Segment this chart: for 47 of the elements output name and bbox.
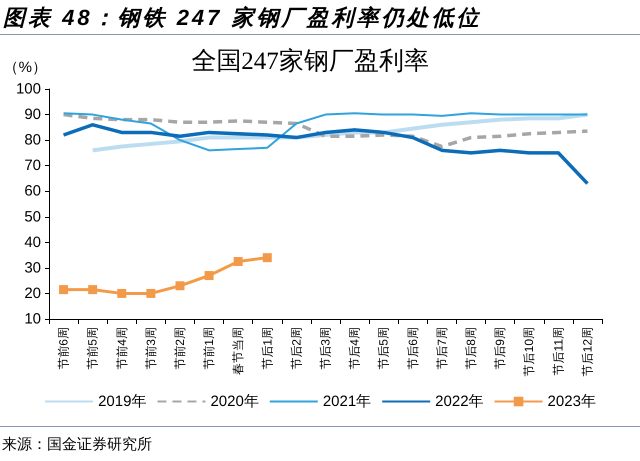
x-tick-label: 节后8周 bbox=[464, 327, 478, 370]
x-tick-label: 节后7周 bbox=[434, 327, 449, 370]
legend-label: 2022年 bbox=[435, 393, 484, 410]
x-tick-label: 节后1周 bbox=[260, 327, 274, 370]
y-axis-title: （%） bbox=[4, 59, 47, 76]
point bbox=[234, 257, 243, 266]
legend-label: 2023年 bbox=[548, 393, 596, 410]
point bbox=[117, 288, 126, 298]
y-tick-label: 80 bbox=[24, 132, 41, 149]
y-tick-label: 70 bbox=[24, 157, 41, 174]
x-tick-label: 春节当周 bbox=[231, 327, 246, 375]
chart-subtitle: 全国247家钢厂盈利率 bbox=[191, 47, 429, 75]
x-tick-label: 节后9周 bbox=[493, 327, 508, 370]
line-series bbox=[62, 123, 590, 186]
point bbox=[175, 281, 184, 290]
y-tick-label: 90 bbox=[24, 106, 41, 124]
x-tick-label: 节前5周 bbox=[86, 327, 100, 370]
source-note: 来源：国金证券研究所 bbox=[2, 435, 152, 454]
x-tick-label: 节后4周 bbox=[348, 327, 362, 370]
chart-title: 图表 48：钢铁 247 家钢厂盈利率仍处低位 bbox=[3, 4, 482, 32]
x-tick-label: 节后3周 bbox=[318, 327, 332, 370]
x-tick-label: 节后10周 bbox=[522, 327, 536, 376]
x-tick-label: 节前4周 bbox=[114, 327, 129, 370]
y-tick-label: 20 bbox=[24, 284, 41, 302]
point bbox=[88, 285, 98, 294]
x-tick-label: 节后5周 bbox=[376, 327, 391, 370]
x-tick-label: 节前3周 bbox=[144, 327, 158, 370]
x-tick-label: 节后12周 bbox=[580, 327, 594, 376]
y-tick-label: 100 bbox=[16, 80, 41, 98]
point bbox=[59, 285, 68, 294]
y-tick-label: 40 bbox=[24, 234, 41, 251]
x-tick-label: 节后2周 bbox=[289, 327, 304, 370]
y-tick-label: 30 bbox=[24, 259, 41, 276]
x-tick-label: 节前6周 bbox=[56, 327, 71, 370]
point bbox=[262, 253, 272, 262]
x-tick-label: 节后6周 bbox=[406, 327, 420, 370]
legend-label: 2020年 bbox=[210, 393, 259, 410]
x-tick-label: 节后11周 bbox=[551, 327, 566, 376]
x-tick-label: 节前1周 bbox=[202, 327, 216, 370]
legend-label: 2021年 bbox=[322, 393, 372, 410]
legend-label: 2019年 bbox=[98, 393, 146, 410]
y-tick-label: 60 bbox=[24, 182, 41, 200]
point bbox=[146, 288, 156, 298]
y-tick-label: 50 bbox=[24, 208, 41, 226]
y-tick-label: 10 bbox=[24, 310, 41, 328]
x-tick-label: 节前2周 bbox=[172, 327, 187, 370]
point bbox=[204, 271, 214, 280]
